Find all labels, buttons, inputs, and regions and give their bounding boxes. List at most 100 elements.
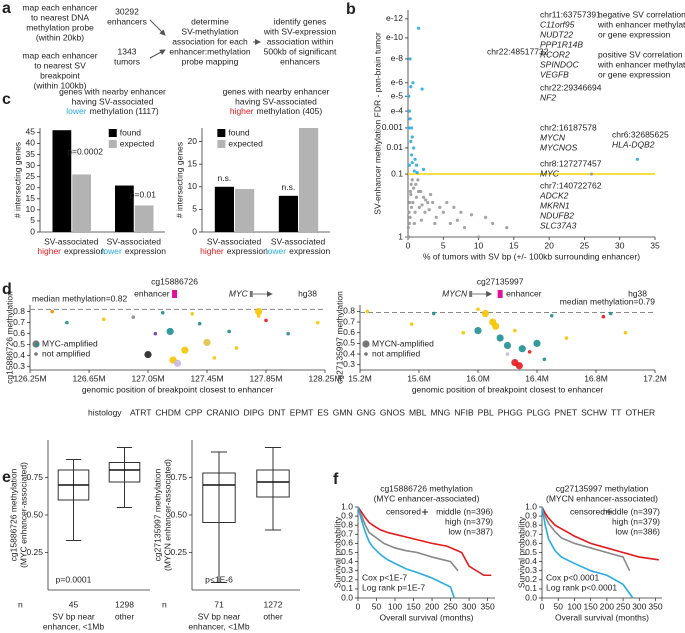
point — [411, 200, 415, 205]
point — [315, 320, 320, 325]
point — [286, 331, 290, 336]
point — [515, 362, 523, 370]
x-category-label-highlight: higher — [37, 246, 61, 256]
point — [542, 357, 547, 362]
x-tick-label: 16.8M — [584, 373, 608, 383]
x-category-label: lower expression — [102, 246, 167, 256]
point — [474, 326, 482, 335]
enhancer-label: enhancer — [134, 288, 170, 298]
y-tick-label: 0 — [192, 226, 197, 236]
point — [256, 314, 261, 318]
point — [417, 205, 421, 209]
x-tick-label: 0 — [406, 240, 411, 250]
point — [264, 318, 268, 323]
histology-label: histology — [88, 407, 122, 417]
y-tick-label: 0.3 — [341, 565, 353, 575]
point — [476, 235, 481, 239]
histology-entry: GNG — [357, 407, 376, 417]
y-axis-label: (MYCN enhancer-associated) — [162, 459, 172, 571]
n-value: 1272 — [264, 599, 283, 609]
flow-arrow — [149, 19, 166, 36]
y-tick-label: 45 — [26, 127, 36, 137]
point — [459, 210, 463, 214]
y-tick-label: 0.5 — [525, 547, 537, 557]
chart-title: cg27135997 methylation — [556, 483, 649, 493]
x-category-label: SV-associated — [44, 236, 99, 246]
x-tick-label: 10 — [474, 240, 484, 250]
point — [623, 330, 628, 335]
x-tick-label: 0 — [356, 601, 361, 611]
legend-label: MYCN-amplified — [372, 338, 434, 348]
point — [496, 334, 504, 342]
legend-text: or gene expression — [598, 29, 671, 39]
chart-title: genes with nearby enhancer — [223, 86, 330, 96]
y-tick-label: e-4 — [391, 105, 404, 115]
gene-label: MYC — [229, 288, 249, 298]
n-label: n — [18, 599, 23, 609]
y-axis-label: cg27135997 methylation — [334, 291, 344, 384]
y-tick-label: 0.50 — [170, 509, 187, 519]
x-category-label: SV bp near — [52, 611, 95, 621]
panel-label: c — [2, 91, 11, 108]
x-category-label: enhancer, <1Mb — [43, 621, 104, 631]
point — [409, 192, 413, 197]
point — [476, 307, 480, 312]
x-tick-label: 15.2M — [348, 373, 372, 383]
point — [173, 359, 182, 367]
bar — [214, 186, 234, 232]
point — [234, 346, 239, 350]
point — [431, 311, 436, 316]
y-tick-label: 0.0 — [525, 592, 537, 602]
y-tick-label: 0.1 — [341, 583, 353, 593]
point — [35, 342, 40, 347]
enhancer-label: enhancer — [506, 288, 542, 298]
legend-label: not amplified — [372, 348, 420, 358]
annotation: p=0.01 — [130, 190, 157, 200]
legend-label: not amplified — [42, 348, 90, 358]
x-tick-label: 25 — [580, 240, 590, 250]
point — [481, 309, 489, 318]
point — [409, 85, 413, 89]
point — [412, 146, 416, 150]
point — [421, 167, 426, 171]
x-tick-label: 350 — [648, 601, 662, 611]
median-label: median methylation=0.82 — [32, 294, 127, 304]
flow-count: enhancers — [107, 16, 147, 26]
x-tick-label: 30 — [615, 240, 625, 250]
flow-step: enhancers — [280, 56, 320, 66]
histology-entry: PHGG — [498, 407, 523, 417]
y-tick-label: 0.4 — [525, 556, 537, 566]
point — [421, 195, 426, 199]
flow-step: 500kb of significant — [264, 46, 337, 56]
legend-label: high (n=379) — [612, 516, 660, 526]
point — [255, 308, 263, 316]
locus-label: chr6:32685625 — [612, 129, 669, 139]
x-category-label: enhancer, <1Mb — [188, 621, 249, 631]
flow-step: probe mapping — [182, 56, 239, 66]
y-tick-label: 0.6 — [341, 538, 353, 548]
survival-curve — [541, 506, 634, 599]
legend-swatch — [108, 129, 117, 137]
gene-label: MYCN — [540, 132, 566, 142]
gene-label: MYCN — [442, 288, 468, 298]
flow-input: methylation probe — [26, 22, 94, 32]
y-tick-label: 0.5 — [13, 339, 25, 349]
y-tick-label: 0.0 — [341, 592, 353, 602]
y-tick-label: e-8 — [391, 53, 404, 63]
y-tick-label: 0.9 — [341, 510, 353, 520]
p-value: p<1E-6 — [205, 574, 233, 584]
y-tick-label: 0.2 — [525, 574, 537, 584]
x-tick-label: 5 — [441, 240, 446, 250]
flow-input: map each enhancer — [22, 50, 97, 60]
point — [419, 189, 423, 194]
x-category-label: SV-associated — [207, 236, 262, 246]
histology-entry: DIPG — [243, 407, 264, 417]
point — [407, 94, 411, 98]
survival-curve — [541, 506, 631, 572]
point — [434, 215, 438, 220]
y-tick-label: 30 — [26, 160, 36, 170]
y-tick-label: 10 — [26, 204, 36, 214]
point — [227, 329, 231, 334]
legend-text: with enhancer methylation — [597, 59, 685, 69]
flow-step: identify genes — [274, 16, 326, 26]
